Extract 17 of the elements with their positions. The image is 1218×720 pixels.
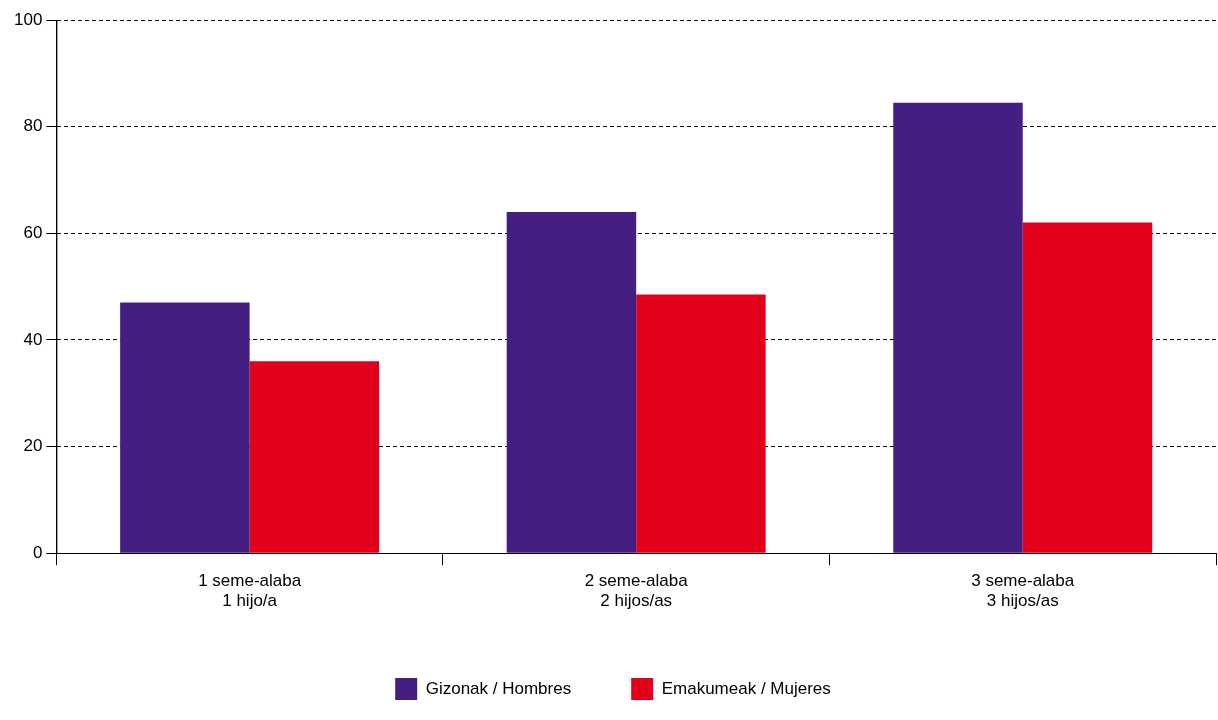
bar [249, 361, 380, 553]
bar [506, 211, 637, 553]
y-tick-label: 20 [23, 436, 43, 456]
x-tick-label: 2 seme-alaba 2 hijos/as [584, 571, 689, 611]
bar [1022, 222, 1153, 553]
y-tick-label: 60 [23, 222, 43, 242]
bar [636, 294, 766, 553]
legend-label: Emakumeak / Mujeres [661, 678, 831, 698]
legend-label: Gizonak / Hombres [425, 678, 572, 698]
bar [120, 302, 250, 553]
y-tick-label: 100 [13, 9, 43, 29]
y-tick-label: 0 [32, 542, 43, 562]
bar [893, 102, 1023, 553]
x-tick-label: 1 seme-alaba 1 hijo/a [198, 571, 302, 611]
y-tick-label: 40 [23, 329, 43, 349]
x-tick-label: 3 seme-alaba 3 hijos/as [971, 571, 1075, 611]
y-tick-label: 80 [23, 116, 43, 136]
